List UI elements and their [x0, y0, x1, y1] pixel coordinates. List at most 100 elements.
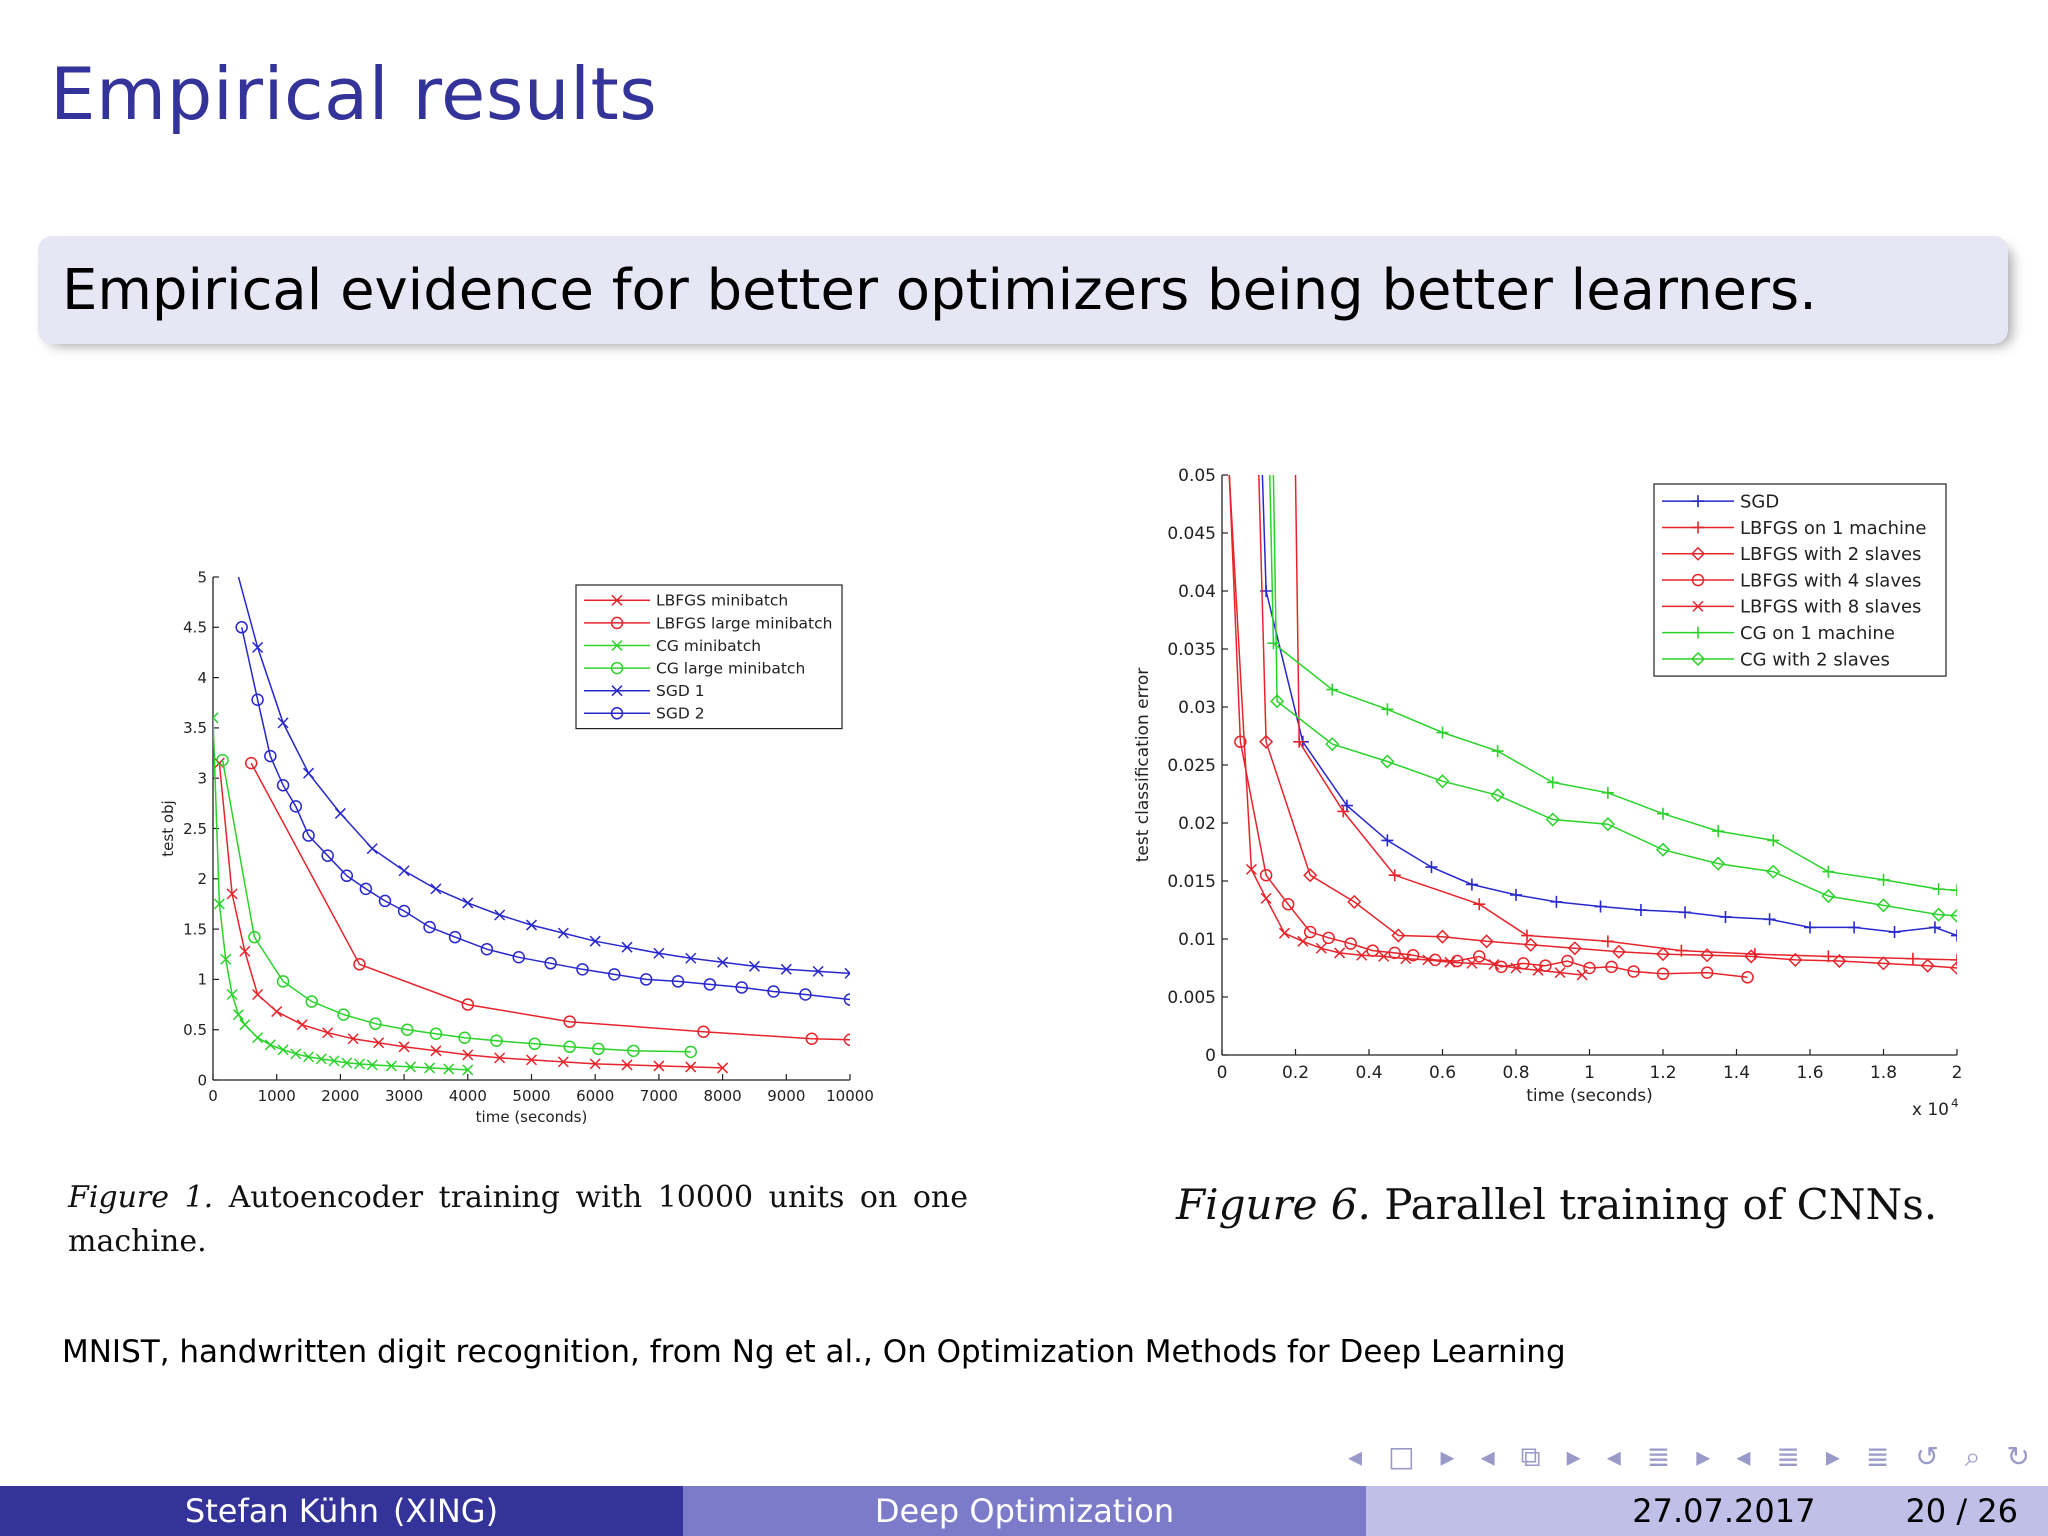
c1-data-point	[494, 1052, 506, 1064]
c2-data-point	[1479, 934, 1494, 949]
c1-series-line	[240, 627, 850, 1001]
c2-data-point	[1381, 834, 1394, 847]
c2-data-point	[1920, 958, 1935, 973]
footer-affiliation: (XING)	[393, 1492, 499, 1530]
c2-data-point	[1267, 637, 1280, 650]
nav-symbol-11[interactable]: ▸	[1825, 1440, 1840, 1473]
c2-data-point	[1888, 926, 1901, 939]
c1-data-point	[589, 935, 601, 947]
c1-xtick-label: 3000	[385, 1087, 423, 1105]
c1-data-point	[608, 968, 621, 981]
c2-data-point	[1906, 952, 1919, 965]
nav-symbol-15[interactable]: ↻	[2006, 1440, 2030, 1473]
c1-data-point	[748, 960, 760, 972]
c2-data-point	[1523, 937, 1538, 952]
c2-data-point	[1259, 734, 1274, 749]
c2-data-point	[1234, 735, 1247, 749]
figure1-caption-text: Autoencoder training with 10000 units on…	[68, 1180, 968, 1259]
c1-data-point	[398, 1041, 410, 1053]
c1-data-point	[490, 1034, 503, 1048]
c1-xtick-label: 2000	[321, 1087, 359, 1105]
c1-ytick-label: 2.5	[183, 820, 207, 838]
c2-data-point	[1435, 929, 1450, 944]
nav-symbol-2[interactable]: ▸	[1440, 1440, 1455, 1473]
c2-legend-marker	[1692, 600, 1704, 612]
nav-symbol-7[interactable]: ≣	[1646, 1440, 1671, 1473]
nav-symbol-14[interactable]: ⌕	[1964, 1440, 1981, 1473]
c1-data-point	[289, 800, 303, 813]
c1-data-point	[462, 1064, 474, 1076]
c2-data-point	[1656, 967, 1670, 981]
nav-symbol-9[interactable]: ◂	[1736, 1440, 1751, 1473]
c2-xtick-label: 0	[1217, 1063, 1228, 1083]
c2-ytick-label: 0.02	[1178, 814, 1216, 834]
c1-data-point	[480, 942, 494, 956]
c2-data-point	[1406, 948, 1420, 962]
c2-xtick-label: 2	[1952, 1063, 1963, 1083]
c2-data-point	[1278, 927, 1291, 939]
c1-data-point	[799, 988, 812, 1001]
c1-data-point	[448, 930, 462, 944]
c2-series-line	[1258, 475, 1957, 969]
c1-data-point	[264, 1039, 276, 1051]
c1-legend: LBFGS minibatch LBFGS large minibatch CG m…	[575, 584, 843, 730]
nav-symbol-13[interactable]: ↺	[1915, 1440, 1939, 1473]
c1-data-point	[589, 1058, 601, 1070]
c2-legend-label: LBFGS with 8 slaves	[1740, 597, 1921, 618]
c1-series-line	[218, 763, 723, 1069]
chart-parallel-cnn: 0 0.2 0.4 0.6 0.8 1 1.2 1.4 1.6 1.8 2 0 0.005 0.01 0.0…	[1133, 466, 1963, 1120]
c2-ytick-label: 0.03	[1178, 698, 1216, 718]
c2-data-point	[1788, 952, 1803, 967]
nav-symbol-12[interactable]: ≣	[1865, 1440, 1890, 1473]
footer-author-name: Stefan Kühn	[184, 1492, 380, 1530]
c2-data-point	[1326, 683, 1339, 696]
c1-legend-marker	[611, 685, 623, 697]
c2-data-point	[1473, 898, 1486, 911]
c2-data-point	[1804, 921, 1816, 934]
nav-symbol-10[interactable]: ≣	[1776, 1440, 1800, 1473]
c2-ytick-label: 0.045	[1167, 524, 1216, 544]
c2-data-point	[1605, 960, 1618, 974]
c2-legend-label: LBFGS with 4 slaves	[1740, 570, 1921, 591]
footer-date-page: 27.07.2017 20 / 26	[1366, 1486, 2048, 1536]
c1-data-point	[252, 641, 264, 653]
c1-legend-marker	[611, 639, 623, 652]
c2-data-point	[1334, 947, 1346, 959]
c1-data-point	[220, 953, 232, 965]
c2-data-point	[1436, 726, 1449, 739]
c1-data-point	[366, 1059, 378, 1071]
c2-data-point	[1465, 878, 1478, 891]
nav-symbol-5[interactable]: ▸	[1566, 1440, 1581, 1473]
c2-data-point	[1931, 907, 1946, 922]
c1-data-point	[366, 843, 378, 855]
nav-symbol-6[interactable]: ◂	[1606, 1440, 1621, 1473]
footer: Stefan Kühn (XING) Deep Optimization 27.…	[0, 1486, 2048, 1536]
c2-ytick-label: 0.015	[1167, 872, 1216, 892]
c1-legend-box	[575, 584, 843, 730]
c1-data-point	[844, 967, 850, 979]
figure6-caption-text: Parallel training of CNNs.	[1384, 1180, 1938, 1229]
c1-data-point	[303, 1051, 315, 1063]
c2-legend-label: LBFGS on 1 machine	[1740, 518, 1927, 539]
nav-symbol-8[interactable]: ▸	[1696, 1440, 1711, 1473]
c2-xtick-label: 0.6	[1429, 1063, 1456, 1083]
c1-data-point	[251, 693, 264, 706]
c1-data-point	[315, 1053, 327, 1065]
c1-ytick-label: 2	[197, 870, 207, 888]
c2-legend-marker	[1692, 495, 1704, 508]
footer-page-number[interactable]: 20 / 26	[1905, 1492, 2018, 1530]
nav-symbol-4[interactable]: ⧉	[1520, 1440, 1541, 1473]
c1-data-point	[340, 869, 354, 883]
nav-symbol-0[interactable]: ◂	[1348, 1440, 1363, 1473]
block-text: Empirical evidence for better optimizers…	[62, 258, 1817, 323]
c1-series-4	[237, 577, 850, 979]
c2-data-point	[1381, 703, 1394, 716]
nav-symbol-1[interactable]: □	[1388, 1440, 1415, 1473]
c1-data-point	[461, 998, 475, 1011]
c2-data-point	[1337, 805, 1350, 818]
c1-data-point	[341, 1057, 353, 1069]
c1-xtick-label: 5000	[512, 1087, 550, 1105]
nav-symbol-3[interactable]: ◂	[1480, 1440, 1495, 1473]
c1-data-point	[398, 865, 410, 877]
c1-data-point	[557, 927, 569, 939]
